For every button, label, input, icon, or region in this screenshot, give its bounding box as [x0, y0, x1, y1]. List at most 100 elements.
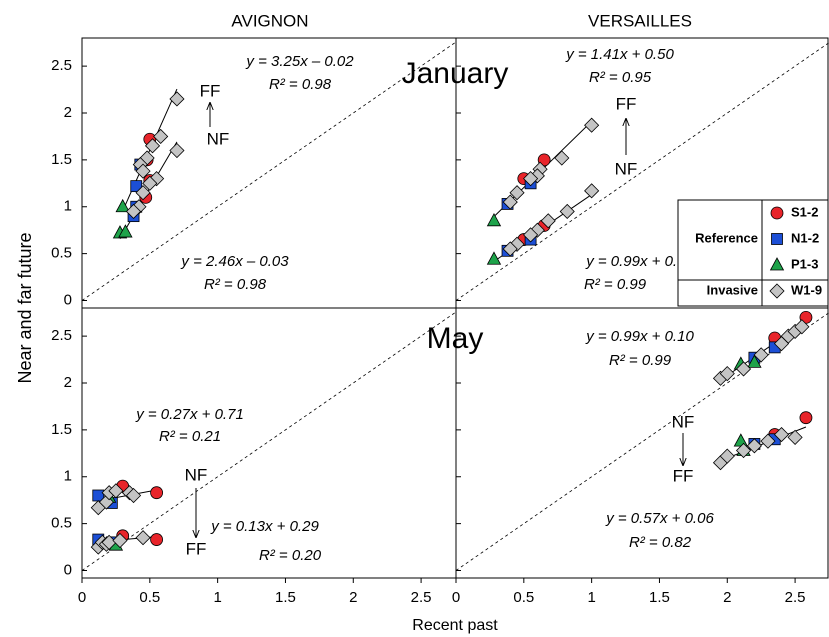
- point: [509, 185, 525, 201]
- period-label: NF: [185, 465, 208, 484]
- row-title: January: [402, 57, 509, 90]
- point: [719, 366, 735, 382]
- point: [584, 117, 600, 133]
- legend-marker: [771, 233, 783, 245]
- point: [169, 142, 185, 159]
- legend-group: Invasive: [707, 282, 758, 297]
- legend-label: S1-2: [791, 204, 818, 219]
- fit-line: [119, 141, 178, 239]
- point: [540, 213, 556, 229]
- point: [150, 486, 164, 500]
- point: [735, 361, 752, 377]
- period-label: NF: [672, 412, 695, 431]
- period-label: FF: [616, 94, 637, 113]
- point: [130, 180, 143, 193]
- y-tick-label: 0.5: [51, 245, 72, 262]
- point: [799, 411, 813, 425]
- point: [115, 198, 130, 213]
- point: [584, 183, 600, 199]
- y-tick-label: 0: [64, 291, 72, 308]
- x-tick-label: 1: [587, 589, 595, 606]
- point: [108, 483, 124, 499]
- point: [486, 212, 502, 227]
- point: [125, 203, 142, 220]
- legend-box: [677, 199, 829, 307]
- y-tick-label: 2: [64, 374, 72, 391]
- y-tick-label: 0: [64, 561, 72, 578]
- x-tick-label: 2.5: [411, 589, 432, 606]
- point: [794, 319, 810, 335]
- y-tick-label: 2.5: [51, 57, 72, 74]
- period-label: FF: [200, 81, 221, 100]
- legend-group: Reference: [695, 230, 758, 245]
- y-tick-label: 0.5: [51, 515, 72, 532]
- point: [559, 203, 575, 220]
- legend-label: W1-9: [791, 282, 822, 297]
- legend-label: P1-3: [791, 256, 818, 271]
- x-tick-label: 0.5: [139, 589, 160, 606]
- column-title: VERSAILLES: [588, 11, 692, 30]
- point: [554, 150, 570, 166]
- x-tick-label: 1: [213, 589, 221, 606]
- x-axis-label: Recent past: [412, 617, 498, 634]
- point: [523, 171, 539, 187]
- point: [118, 224, 133, 238]
- point: [747, 354, 762, 368]
- fit-equation: y = 0.99x + 0.10: [585, 328, 694, 345]
- point: [135, 185, 151, 201]
- y-tick-label: 1: [64, 198, 72, 215]
- legend-marker: [770, 206, 784, 220]
- fit-r2: R² = 0.21: [159, 428, 221, 445]
- period-label: FF: [673, 466, 694, 485]
- x-tick-label: 0: [78, 589, 86, 606]
- point: [735, 442, 752, 459]
- point: [144, 138, 161, 154]
- y-tick-label: 1.5: [51, 151, 72, 168]
- legend-label: N1-2: [791, 230, 819, 245]
- point: [719, 448, 735, 464]
- point: [112, 532, 128, 549]
- y-axis-label: Near and far future: [15, 232, 35, 383]
- fit-r2: R² = 0.95: [589, 69, 652, 86]
- fit-equation: y = 0.27x + 0.71: [135, 406, 244, 423]
- fit-r2: R² = 0.98: [204, 276, 267, 293]
- x-tick-label: 1.5: [649, 589, 670, 606]
- point: [502, 241, 518, 257]
- row-title: May: [427, 322, 484, 355]
- fit-equation: y = 1.41x + 0.50: [565, 46, 674, 63]
- period-label: FF: [186, 539, 207, 558]
- fit-r2: R² = 0.20: [259, 547, 322, 564]
- y-tick-label: 1: [64, 468, 72, 485]
- fit-r2: R² = 0.98: [269, 76, 332, 93]
- fit-r2: R² = 0.99: [584, 276, 647, 293]
- point: [733, 433, 749, 447]
- point: [787, 429, 803, 445]
- x-tick-label: 2.5: [785, 589, 806, 606]
- y-tick-label: 2: [64, 104, 72, 121]
- x-tick-label: 0.5: [513, 589, 534, 606]
- point: [135, 163, 151, 179]
- x-tick-label: 2: [349, 589, 357, 606]
- x-tick-label: 2: [723, 589, 731, 606]
- fit-equation: y = 2.46x – 0.03: [180, 253, 289, 270]
- y-tick-label: 1.5: [51, 421, 72, 438]
- point: [125, 487, 142, 504]
- point: [523, 227, 539, 243]
- point: [142, 175, 158, 191]
- fit-equation: y = 0.99x + 0.14: [585, 253, 694, 270]
- point: [150, 533, 164, 546]
- period-label: NF: [615, 159, 638, 178]
- period-label: NF: [207, 129, 230, 148]
- point: [773, 426, 790, 443]
- point: [153, 128, 169, 145]
- legend-marker: [769, 257, 785, 271]
- point: [746, 438, 762, 454]
- fit-r2: R² = 0.99: [609, 352, 672, 369]
- column-title: AVIGNON: [231, 11, 308, 30]
- fit-r2: R² = 0.82: [629, 534, 692, 551]
- point: [502, 194, 518, 210]
- fit-equation: y = 0.57x + 0.06: [605, 510, 714, 527]
- point: [486, 251, 502, 265]
- x-tick-label: 1.5: [275, 589, 296, 606]
